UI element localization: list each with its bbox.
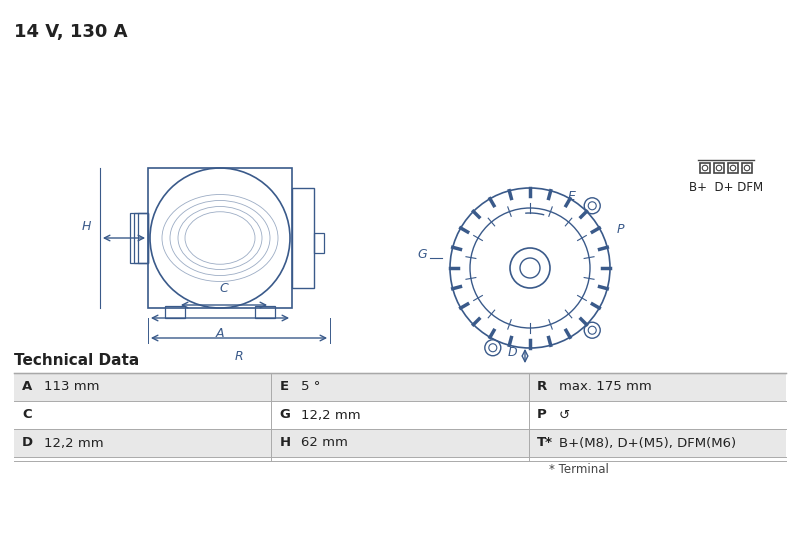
Text: E: E [279, 381, 289, 393]
Text: * Terminal: * Terminal [549, 463, 609, 476]
Bar [255, 306, 275, 318]
Text: 12,2 mm: 12,2 mm [302, 408, 361, 422]
Text: C: C [22, 408, 32, 422]
Bar [14, 401, 786, 429]
Text: A: A [216, 327, 224, 340]
Text: B+  D+ DFM: B+ D+ DFM [689, 181, 763, 194]
Text: H: H [82, 220, 90, 233]
Text: T*: T* [537, 437, 553, 449]
Bar [148, 168, 292, 308]
Text: R: R [234, 350, 243, 363]
Text: R: R [537, 381, 547, 393]
Bar [138, 213, 148, 263]
Text: 12,2 mm: 12,2 mm [44, 437, 104, 449]
Bar [134, 213, 148, 263]
Text: max. 175 mm: max. 175 mm [558, 381, 651, 393]
Text: ↺: ↺ [558, 408, 570, 422]
Text: 14 V, 130 A: 14 V, 130 A [14, 23, 127, 41]
Bar [742, 163, 752, 173]
Bar [700, 163, 710, 173]
Text: Technical Data: Technical Data [14, 353, 139, 368]
Text: D: D [507, 346, 517, 359]
Bar [14, 429, 786, 457]
Text: A: A [22, 381, 32, 393]
Text: 62 mm: 62 mm [302, 437, 348, 449]
Bar [130, 213, 148, 263]
Text: G: G [417, 248, 427, 261]
Text: G: G [279, 408, 290, 422]
Bar [728, 163, 738, 173]
Text: D: D [22, 437, 33, 449]
Text: 113 mm: 113 mm [44, 381, 99, 393]
Bar [314, 233, 324, 253]
Text: B+(M8), D+(M5), DFM(M6): B+(M8), D+(M5), DFM(M6) [558, 437, 736, 449]
Text: P: P [616, 223, 624, 236]
Text: 5 °: 5 ° [302, 381, 321, 393]
Bar [714, 163, 724, 173]
Text: H: H [279, 437, 290, 449]
Bar [14, 373, 786, 401]
Text: E: E [568, 190, 576, 203]
Text: P: P [537, 408, 546, 422]
Bar [292, 188, 314, 288]
Bar [165, 306, 185, 318]
Text: C: C [220, 282, 228, 295]
